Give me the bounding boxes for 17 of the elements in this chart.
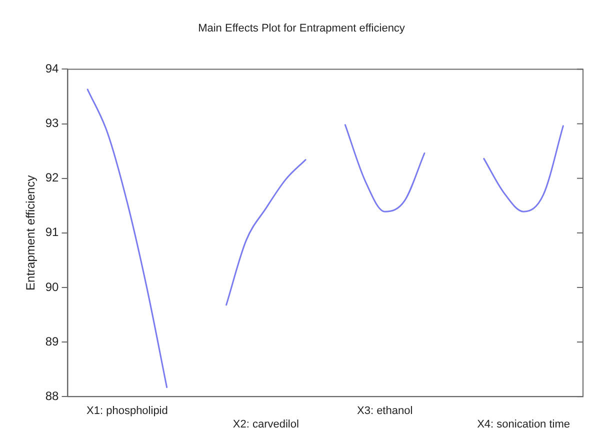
chart-title: Main Effects Plot for Entrapment efficiency	[198, 22, 406, 35]
y-tick-label: 88	[45, 388, 60, 403]
y-tick-label: 93	[45, 116, 60, 130]
x-tick-label: X4: sonication time	[477, 418, 570, 430]
y-tick-label: 91	[45, 225, 60, 240]
y-tick-label: 89	[45, 334, 60, 348]
y-tick-label: 94	[45, 62, 60, 76]
x-tick-label: X3: ethanol	[357, 405, 413, 418]
y-tick-label: 92	[45, 170, 60, 185]
y-tick-label: 90	[45, 280, 60, 294]
line-series	[226, 159, 306, 306]
x-tick-label: X2: carvedilol	[232, 418, 299, 430]
line-series	[483, 125, 564, 212]
line-series	[86, 88, 168, 388]
y-axis-title: Entrapment efficiency	[24, 175, 38, 290]
x-tick-label: X1: phospholipid	[86, 405, 168, 418]
line-series	[344, 124, 426, 212]
